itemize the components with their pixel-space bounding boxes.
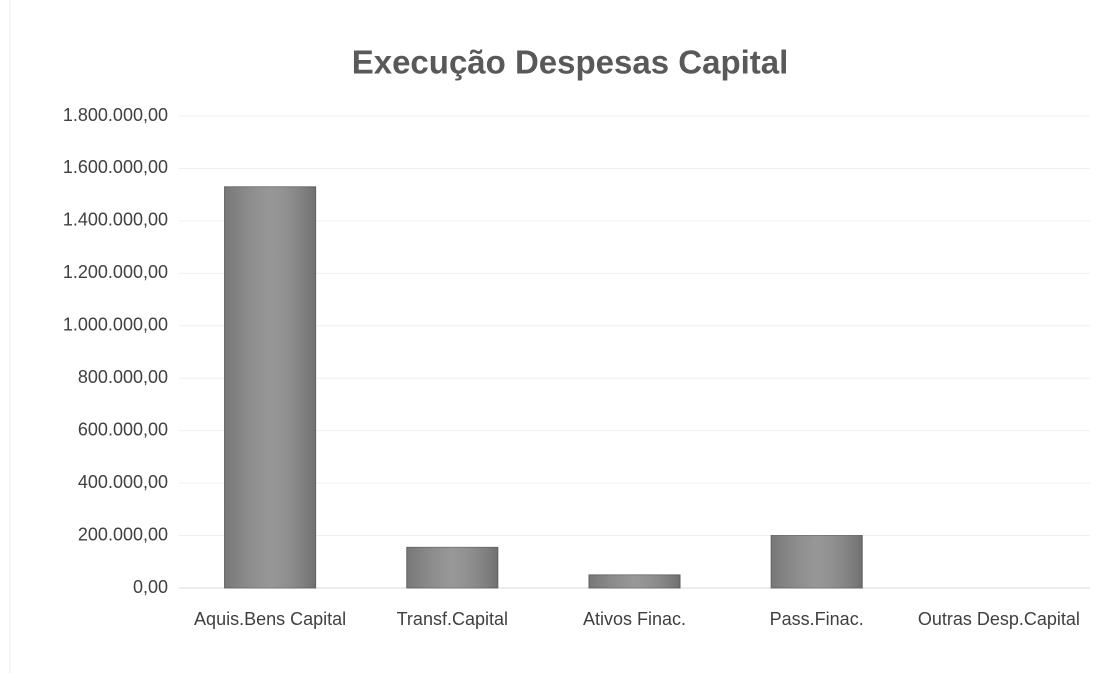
y-tick-label: 1.800.000,00 bbox=[63, 105, 168, 125]
x-tick-label: Ativos Finac. bbox=[582, 609, 687, 629]
y-tick-label: 800.000,00 bbox=[78, 367, 168, 387]
bar-shading bbox=[588, 574, 681, 588]
bar-shading bbox=[224, 186, 316, 589]
y-tick-label: 400.000,00 bbox=[78, 472, 168, 492]
x-tick-label: Transf.Capital bbox=[396, 609, 508, 629]
bar-shading bbox=[771, 535, 863, 588]
y-tick-label: 1.600.000,00 bbox=[63, 157, 168, 177]
x-tick-label: Pass.Finac. bbox=[769, 609, 864, 629]
x-tick-label: Outras Desp.Capital bbox=[917, 609, 1080, 629]
y-tick-label: 1.200.000,00 bbox=[63, 262, 168, 282]
bar-shading bbox=[406, 547, 498, 588]
y-tick-label: 200.000,00 bbox=[78, 524, 168, 544]
y-tick-label: 0,00 bbox=[133, 577, 168, 597]
chart-title: Execução Despesas Capital bbox=[352, 44, 789, 81]
y-tick-label: 1.400.000,00 bbox=[63, 210, 168, 230]
y-tick-label: 1.000.000,00 bbox=[63, 315, 168, 335]
x-tick-label: Aquis.Bens Capital bbox=[194, 609, 347, 629]
y-tick-label: 600.000,00 bbox=[78, 419, 168, 439]
